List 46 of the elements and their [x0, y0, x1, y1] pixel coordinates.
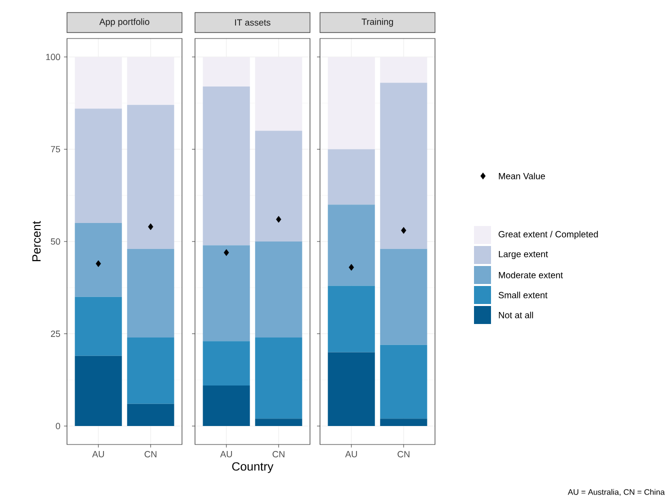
y-tick-label: 50	[50, 238, 60, 245]
bar	[380, 344, 428, 419]
bar	[74, 296, 122, 356]
bar	[380, 82, 428, 249]
legend-label: Small extent	[498, 292, 548, 298]
bar	[328, 352, 375, 426]
chart-title: Training	[362, 18, 393, 27]
legend-label: Mean Value	[498, 172, 545, 180]
bar	[127, 248, 174, 338]
bar	[74, 108, 122, 224]
chart-title: IT assets	[235, 19, 270, 26]
bar	[127, 404, 174, 426]
y-tick-label: 100	[46, 54, 60, 60]
x-tick-label: CN	[144, 451, 156, 458]
bar	[127, 104, 174, 249]
legend-label: Great extent / Completed	[498, 230, 598, 240]
bar	[255, 337, 302, 419]
bar	[380, 418, 428, 426]
bar	[328, 149, 375, 205]
bar	[255, 418, 302, 426]
y-tick-label: 25	[50, 330, 60, 337]
bar	[127, 337, 174, 404]
x-tick-label: AU	[345, 451, 357, 458]
x-tick-label: CN	[272, 451, 284, 458]
y-axis-title: Percent	[32, 220, 41, 262]
bar	[380, 248, 428, 345]
bar	[74, 356, 122, 426]
bar	[202, 245, 250, 342]
chart-title: App portfolio	[99, 18, 150, 27]
x-tick-label: AU	[220, 451, 232, 458]
bar	[74, 223, 122, 297]
legend-label: Large extent	[498, 250, 548, 260]
y-tick-label: 75	[50, 146, 60, 152]
x-tick-label: AU	[92, 451, 104, 458]
bar	[328, 286, 375, 352]
bar	[255, 241, 302, 338]
bar	[202, 341, 250, 386]
legend-label: Not at all	[498, 312, 533, 318]
bar	[328, 204, 375, 286]
bar	[202, 86, 250, 246]
bar	[255, 130, 302, 242]
legend-label: Moderate extent	[498, 272, 563, 278]
bar	[202, 385, 250, 426]
x-tick-label: CN	[398, 451, 410, 458]
y-tick-label: 0	[56, 422, 60, 430]
x-axis-title: Country	[232, 462, 274, 474]
